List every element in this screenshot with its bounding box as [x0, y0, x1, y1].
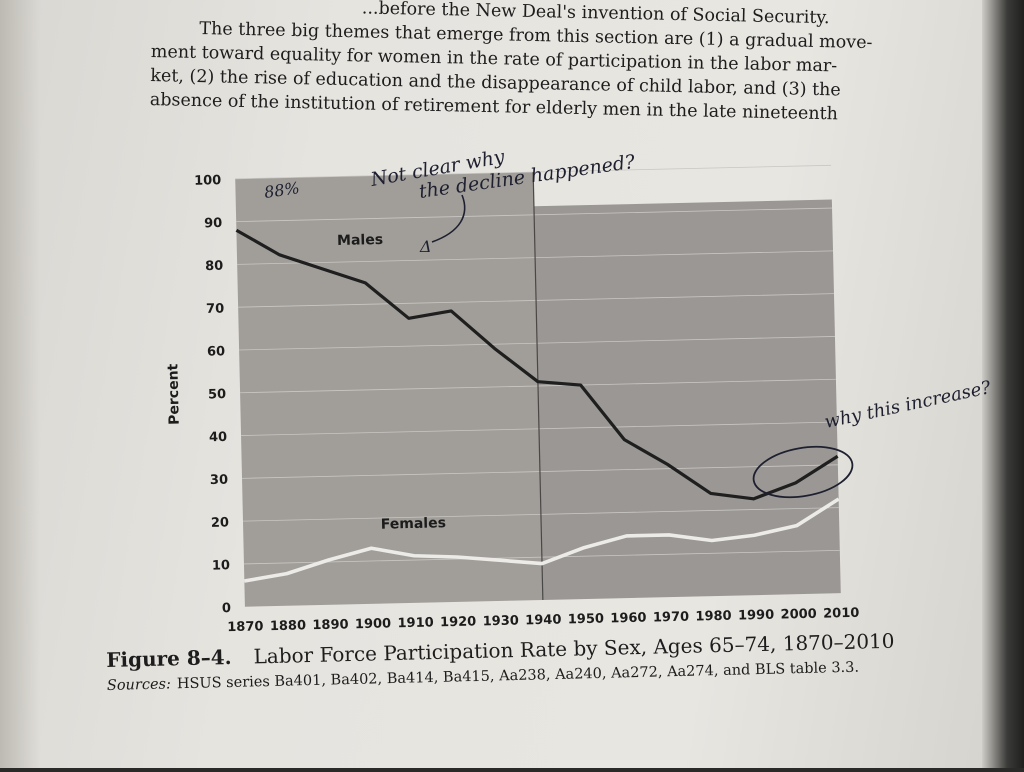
y-tick-label: 70 — [206, 302, 224, 317]
x-tick-label: 1980 — [695, 609, 732, 625]
x-tick-label: 1920 — [440, 614, 477, 630]
series-line-males — [235, 228, 839, 501]
series-line-females — [244, 497, 840, 583]
y-axis-label: Percent — [165, 363, 182, 425]
caption-label: Figure 8–4. — [106, 644, 232, 672]
y-tick-label: 90 — [204, 216, 222, 231]
sources-label: Sources: — [106, 676, 172, 694]
y-tick-label: 30 — [210, 473, 228, 488]
x-tick-label: 1910 — [397, 615, 434, 631]
y-tick-label: 50 — [208, 387, 226, 402]
y-tick-label: 10 — [212, 558, 230, 573]
y-tick-label: 100 — [194, 173, 221, 189]
x-tick-label: 1880 — [270, 618, 307, 634]
x-tick-label: 1970 — [653, 610, 690, 626]
x-tick-label: 1890 — [312, 617, 349, 633]
y-tick-label: 60 — [207, 344, 225, 359]
annotation-delta: Δ — [419, 237, 432, 256]
x-tick-label: 2000 — [780, 607, 817, 623]
x-tick-label: 1930 — [483, 613, 520, 629]
annotation-circle — [752, 445, 854, 499]
plot-area-right — [533, 199, 841, 600]
y-tick-label: 80 — [205, 259, 223, 274]
series-label-males: Males — [337, 232, 383, 249]
x-tick-label: 1950 — [568, 612, 605, 628]
page-edge — [982, 0, 1024, 768]
book-spine-shadow — [0, 0, 40, 768]
divider-1940 — [532, 172, 544, 600]
annotation-88: 88% — [263, 178, 301, 202]
y-tick-label: 0 — [222, 601, 231, 616]
x-tick-label: 1940 — [525, 613, 562, 629]
x-tick-label: 1870 — [227, 619, 264, 635]
annotation-arrow — [431, 194, 466, 243]
annotation-right: why this increase? — [823, 377, 993, 433]
y-tick-label: 20 — [211, 515, 229, 530]
x-tick-label: 2010 — [823, 606, 860, 622]
y-tick-label: 40 — [209, 430, 227, 445]
x-tick-label: 1990 — [738, 608, 775, 624]
x-tick-label: 1900 — [355, 616, 392, 632]
x-tick-label: 1960 — [610, 611, 647, 627]
series-label-females: Females — [381, 515, 447, 532]
